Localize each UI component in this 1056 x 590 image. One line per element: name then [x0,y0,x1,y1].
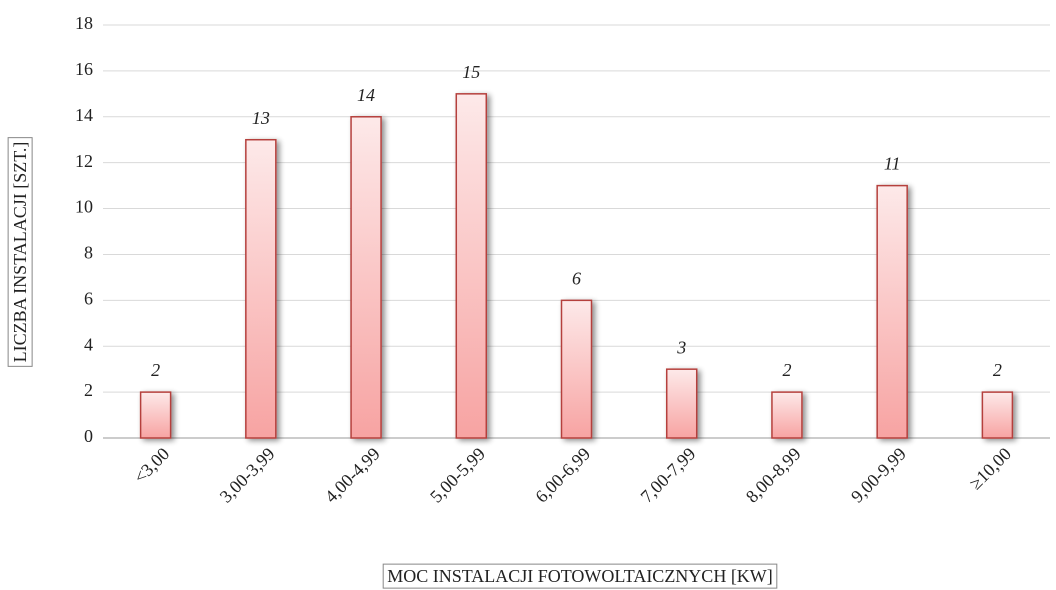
data-label: 2 [782,360,791,380]
bar [245,138,277,439]
x-tick-label: 7,00-7,99 [637,444,700,507]
data-label: 2 [993,360,1002,380]
y-axis-title: LICZBA INSTALACJI [SZT.] [10,142,30,363]
x-tick-label: 8,00-8,99 [742,444,805,507]
y-tick-label: 4 [84,334,93,354]
bar [455,93,488,439]
y-tick-label: 10 [75,197,93,217]
data-label: 2 [151,360,160,380]
y-axis-title-box [7,137,33,367]
bar [665,368,698,439]
y-tick-label: 6 [84,288,93,308]
y-tick-label: 12 [75,151,93,171]
y-axis-title-group: LICZBA INSTALACJI [SZT.] [7,137,33,367]
x-axis-title-box [382,563,778,589]
x-axis-title: MOC INSTALACJI FOTOWOLTAICZNYCH [KW] [387,566,773,586]
bar [876,184,908,439]
x-tick-label: 9,00-9,99 [847,444,910,507]
x-tick-label: 5,00-5,99 [426,444,489,507]
y-tick-label: 14 [75,105,93,125]
y-tick-label: 16 [75,59,93,79]
x-axis-title-group: MOC INSTALACJI FOTOWOLTAICZNYCH [KW] [382,563,778,589]
data-label: 11 [884,154,901,174]
bar [139,391,172,439]
bar [560,299,593,439]
x-tick-label: ≥10,00 [965,444,1015,494]
data-label: 13 [252,108,270,128]
y-tick-label: 8 [84,243,93,263]
x-tick-label: 4,00-4,99 [321,444,384,507]
x-tick-label: 6,00-6,99 [531,444,594,507]
y-tick-label: 0 [84,426,93,446]
x-tick-label: 3,00-3,99 [216,444,279,507]
data-label: 15 [462,62,480,82]
data-label: 6 [572,268,581,288]
y-tick-label: 2 [84,380,93,400]
bar [771,391,803,439]
data-label: 3 [676,337,686,357]
bar [981,391,1014,439]
y-tick-label: 18 [75,13,93,33]
data-label: 14 [357,85,375,105]
bar [350,116,382,439]
x-tick-label: <3,00 [130,444,174,488]
